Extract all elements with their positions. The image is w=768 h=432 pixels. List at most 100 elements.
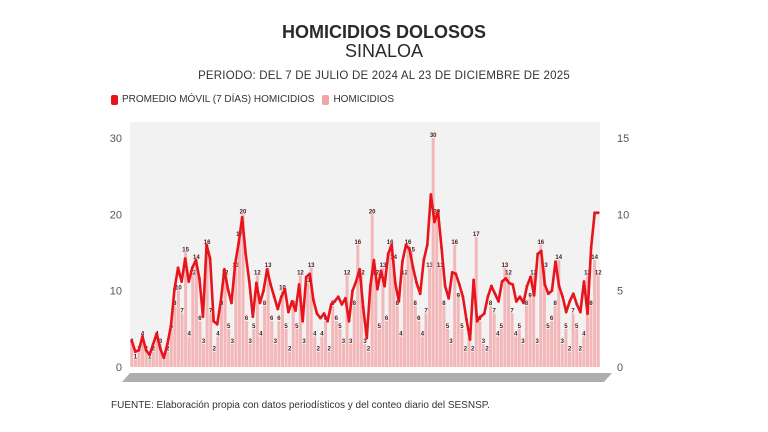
homicides-bar bbox=[141, 336, 145, 367]
homicides-bar bbox=[431, 138, 435, 367]
moving-average-point bbox=[255, 281, 258, 285]
moving-average-point bbox=[141, 335, 144, 338]
moving-average-point bbox=[393, 281, 397, 285]
homicides-label: 3 bbox=[449, 339, 453, 345]
homicides-label: 14 bbox=[591, 255, 598, 261]
homicides-label: 5 bbox=[252, 324, 256, 330]
homicides-bar bbox=[489, 305, 493, 367]
homicides-bar bbox=[446, 328, 450, 367]
homicides-label: 6 bbox=[270, 316, 274, 322]
homicides-bar bbox=[216, 336, 220, 367]
homicides-bar bbox=[578, 351, 582, 367]
left-axis-tick: 30 bbox=[110, 133, 122, 145]
moving-average-point bbox=[397, 299, 401, 303]
homicides-bar bbox=[252, 328, 256, 367]
moving-average-point bbox=[411, 266, 415, 270]
homicides-bar bbox=[277, 321, 281, 367]
moving-average-point bbox=[504, 277, 508, 280]
homicides-bar bbox=[467, 336, 471, 367]
moving-average-point bbox=[194, 258, 198, 262]
homicides-label: 4 bbox=[188, 331, 192, 337]
moving-average-point bbox=[205, 243, 208, 247]
homicides-label: 15 bbox=[408, 248, 415, 254]
homicides-label: 2 bbox=[327, 347, 331, 353]
homicides-bar bbox=[338, 328, 342, 367]
homicides-bar bbox=[557, 260, 561, 367]
homicides-label: 11 bbox=[304, 278, 311, 284]
moving-average-point bbox=[543, 283, 547, 286]
homicides-label: 5 bbox=[518, 324, 522, 330]
homicides-bar bbox=[517, 328, 521, 367]
homicides-bar bbox=[359, 275, 363, 367]
chart-subtitle: SINALOA bbox=[344, 41, 424, 61]
homicides-bar bbox=[288, 351, 292, 367]
moving-average-point bbox=[329, 303, 333, 306]
moving-average-point bbox=[230, 301, 233, 305]
homicides-label: 5 bbox=[564, 324, 568, 330]
homicides-label: 4 bbox=[320, 331, 324, 337]
homicides-bar bbox=[463, 351, 467, 367]
moving-average-point bbox=[440, 246, 443, 250]
homicides-bar bbox=[553, 305, 557, 367]
homicides-bar bbox=[151, 351, 155, 367]
moving-average-point bbox=[237, 241, 240, 245]
homicides-label: 12 bbox=[254, 270, 261, 276]
homicides-bar bbox=[309, 267, 313, 367]
homicides-label: 12 bbox=[358, 270, 365, 276]
homicides-label: 8 bbox=[589, 301, 593, 307]
moving-average-point bbox=[518, 295, 522, 299]
homicides-bar bbox=[298, 275, 302, 367]
homicides-label: 3 bbox=[249, 339, 253, 345]
homicides-label: 8 bbox=[442, 301, 446, 307]
homicides-label: 12 bbox=[297, 270, 304, 276]
moving-average-point bbox=[208, 257, 212, 261]
moving-average-point bbox=[482, 312, 486, 315]
moving-average-point bbox=[340, 303, 344, 306]
moving-average-point bbox=[429, 193, 433, 196]
homicides-bar bbox=[155, 336, 159, 367]
homicides-label: 7 bbox=[492, 309, 496, 315]
homicides-label: 8 bbox=[414, 301, 418, 307]
moving-average-point bbox=[571, 292, 575, 296]
moving-average-point bbox=[233, 263, 237, 267]
homicides-label: 2 bbox=[288, 347, 292, 353]
homicides-bar bbox=[327, 351, 331, 367]
homicides-label: 8 bbox=[525, 301, 529, 307]
moving-average-point bbox=[176, 266, 180, 270]
moving-average-point bbox=[215, 322, 219, 326]
homicides-label: 7 bbox=[510, 309, 514, 315]
right-axis-tick: 5 bbox=[617, 286, 623, 298]
homicides-bar bbox=[302, 344, 306, 367]
moving-average-point bbox=[151, 342, 155, 346]
homicides-label: 12 bbox=[401, 270, 408, 276]
homicides-bar bbox=[442, 305, 446, 367]
homicides-label: 8 bbox=[220, 301, 224, 307]
homicides-bar bbox=[352, 305, 356, 367]
moving-average-point bbox=[262, 289, 265, 293]
homicides-label: 12 bbox=[189, 270, 196, 276]
homicides-label: 6 bbox=[335, 316, 339, 322]
legend-label-moving-average: PROMEDIO MÓVIL (7 DÍAS) HOMICIDIOS bbox=[122, 94, 315, 105]
homicides-label: 20 bbox=[240, 209, 247, 215]
homicides-bar bbox=[428, 267, 432, 367]
moving-average-point bbox=[162, 356, 166, 360]
moving-average-point bbox=[539, 249, 543, 253]
homicides-bar bbox=[295, 328, 299, 367]
moving-average-point bbox=[507, 281, 511, 285]
moving-average-point bbox=[294, 309, 297, 312]
moving-average-point bbox=[258, 301, 262, 305]
homicides-bar bbox=[485, 351, 489, 367]
homicides-bar bbox=[521, 344, 525, 367]
moving-average-point bbox=[326, 319, 330, 323]
moving-average-point bbox=[304, 275, 308, 279]
x-axis-date-labels bbox=[122, 373, 612, 382]
homicides-bar bbox=[367, 351, 371, 367]
moving-average-point bbox=[418, 292, 422, 296]
moving-average-point bbox=[190, 266, 194, 270]
homicides-bar bbox=[270, 321, 274, 367]
homicides-label: 2 bbox=[213, 347, 217, 353]
homicides-label: 12 bbox=[505, 270, 512, 276]
moving-average-point bbox=[500, 280, 504, 283]
homicides-bar bbox=[478, 321, 482, 367]
moving-average-point bbox=[344, 296, 347, 300]
